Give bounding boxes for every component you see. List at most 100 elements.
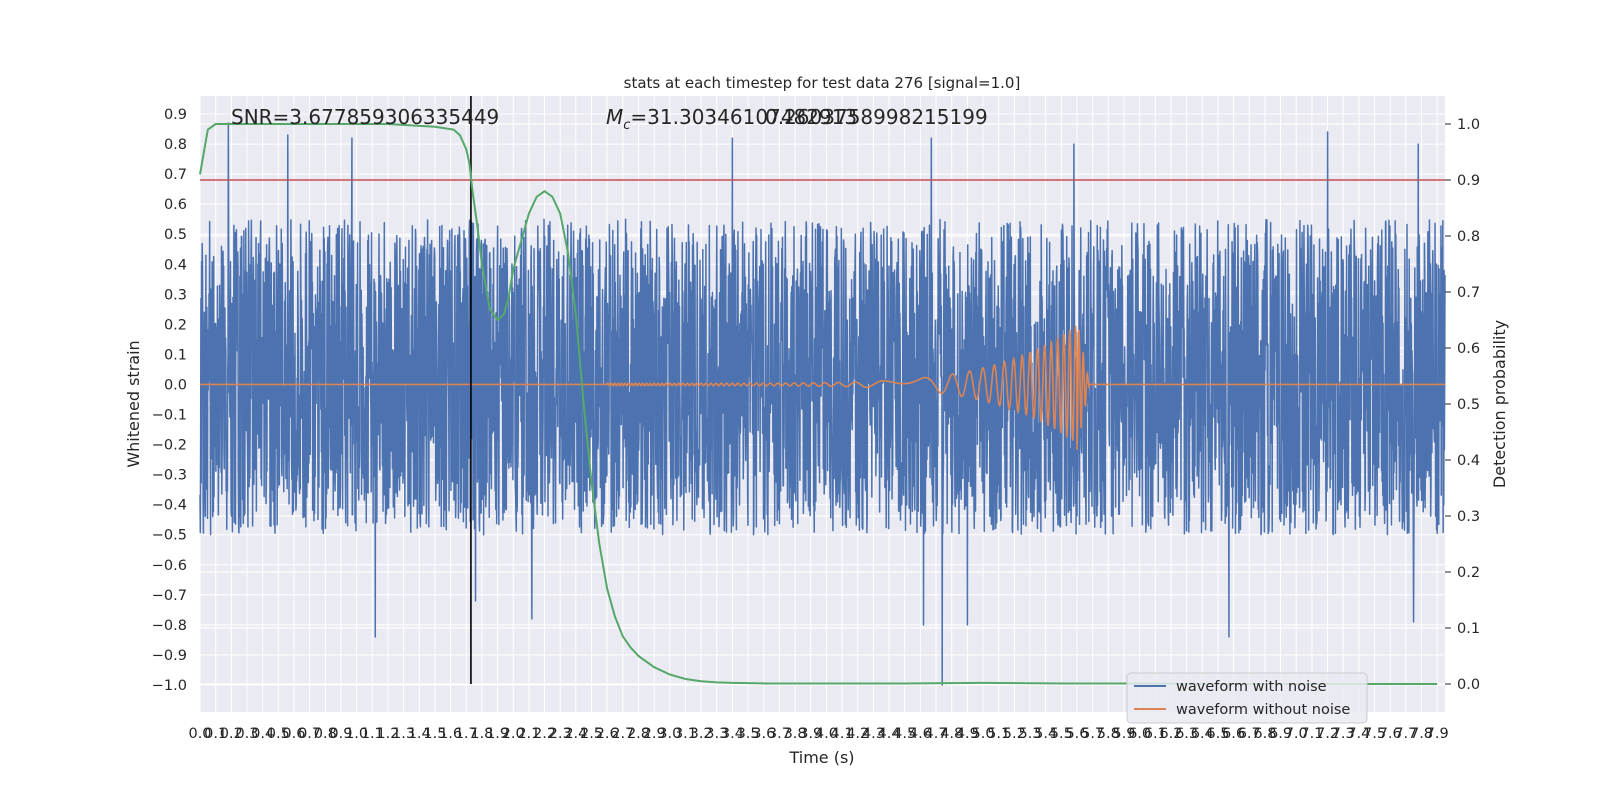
y-tick-label-left: 0.4 — [164, 257, 187, 273]
x-tick-label: 7.8 — [1410, 726, 1433, 742]
y-tick-label-right: 0.4 — [1457, 453, 1480, 469]
x-tick-label: 6.9 — [1269, 726, 1292, 742]
noise-waveform-line — [199, 122, 1446, 686]
x-tick-label: 0.6 — [282, 726, 305, 742]
x-tick-label: 4.6 — [909, 726, 932, 742]
x-tick-label: 5.8 — [1097, 726, 1120, 742]
x-tick-label: 7.5 — [1363, 726, 1386, 742]
y-tick-label-right: 0.2 — [1457, 565, 1480, 581]
y-tick-label-left: 0.1 — [164, 347, 187, 363]
y-tick-label-left: −0.6 — [152, 558, 187, 574]
x-axis-label: Time (s) — [788, 748, 854, 767]
clean-waveform-line — [200, 325, 1445, 450]
x-tick-label: 0.8 — [314, 726, 337, 742]
legend-label-clean: waveform without noise — [1176, 702, 1350, 718]
x-tick-label: 0.0 — [188, 726, 211, 742]
y-tick-label-left: −0.3 — [152, 468, 187, 484]
x-tick-label: 3.3 — [705, 726, 728, 742]
x-tick-label: 1.6 — [439, 726, 462, 742]
y-tick-label-left: −1.0 — [152, 678, 187, 694]
x-tick-label: 2.4 — [564, 726, 587, 742]
x-tick-label: 1.7 — [455, 726, 478, 742]
x-tick-label: 4.4 — [878, 726, 901, 742]
x-tick-label: 1.2 — [376, 726, 399, 742]
chirp-mass-annotation: Mc=31.30346107482913 — [606, 105, 857, 133]
y-tick-label-left: 0.0 — [164, 377, 187, 393]
x-tick-label: 7.2 — [1316, 726, 1339, 742]
x-tick-label: 0.2 — [220, 726, 243, 742]
x-tick-label: 6.8 — [1253, 726, 1276, 742]
x-tick-label: 5.3 — [1018, 726, 1041, 742]
chirp-mass-subscript: c — [623, 118, 630, 133]
x-tick-label: 1.3 — [392, 726, 415, 742]
x-tick-label: 6.7 — [1238, 726, 1261, 742]
x-tick-label: 7.0 — [1285, 726, 1308, 742]
legend: waveform with noise waveform without noi… — [1126, 672, 1368, 724]
legend-label-noise: waveform with noise — [1176, 679, 1327, 695]
x-tick-label: 1.9 — [486, 726, 509, 742]
x-tick-label: 4.7 — [925, 726, 948, 742]
x-tick-label: 6.3 — [1175, 726, 1198, 742]
x-tick-label: 3.9 — [799, 726, 822, 742]
x-tick-label: 3.5 — [737, 726, 760, 742]
x-tick-label: 2.9 — [643, 726, 666, 742]
x-tick-label: 1.4 — [408, 726, 431, 742]
x-tick-label: 1.8 — [470, 726, 493, 742]
x-tick-label: 4.0 — [815, 726, 838, 742]
y-axis-label-right: Detection probability — [1490, 320, 1509, 488]
x-tick-label: 3.8 — [784, 726, 807, 742]
x-tick-label: 5.2 — [1003, 726, 1026, 742]
y-tick-label-left: −0.4 — [152, 498, 187, 514]
x-tick-label: 2.1 — [517, 726, 540, 742]
chirp-mass-symbol: M — [606, 105, 623, 129]
x-tick-label: 4.3 — [862, 726, 885, 742]
x-tick-label: 1.0 — [345, 726, 368, 742]
x-tick-label: 7.1 — [1300, 726, 1323, 742]
overlay-lines — [200, 96, 1445, 684]
x-tick-label: 6.4 — [1191, 726, 1214, 742]
chart-title: stats at each timestep for test data 276… — [624, 74, 1021, 92]
clean-waveform — [200, 325, 1445, 450]
x-tick-label: 2.0 — [502, 726, 525, 742]
x-tick-label: 2.6 — [596, 726, 619, 742]
y-tick-label-right: 0.0 — [1457, 677, 1480, 693]
probability-curve — [199, 123, 1438, 685]
y-tick-label-right: 0.3 — [1457, 509, 1480, 525]
y-tick-label-left: −0.9 — [152, 648, 187, 664]
x-tick-label: 7.3 — [1332, 726, 1355, 742]
y-tick-label-left: −0.2 — [152, 438, 187, 454]
x-tick-label: 4.8 — [940, 726, 963, 742]
y-tick-labels-right: 0.0 0.1 0.2 0.3 0.4 0.5 0.6 0.7 0.8 0.9 1.0 — [1445, 117, 1480, 693]
y-tick-label-right: 0.8 — [1457, 229, 1480, 245]
x-tick-label: 3.4 — [721, 726, 744, 742]
x-tick-label: 3.2 — [690, 726, 713, 742]
x-tick-label: 5.5 — [1050, 726, 1073, 742]
y-tick-label-left: 0.7 — [164, 167, 187, 183]
x-tick-label: 6.0 — [1128, 726, 1151, 742]
x-tick-label: 0.3 — [235, 726, 258, 742]
x-tick-label: 3.6 — [752, 726, 775, 742]
x-tick-label: 7.6 — [1379, 726, 1402, 742]
overlap-annotation: 0.2603758998215199 — [765, 105, 988, 129]
x-tick-label: 7.7 — [1394, 726, 1417, 742]
x-tick-label: 5.9 — [1112, 726, 1135, 742]
legend-box — [1126, 672, 1368, 724]
x-tick-label: 5.4 — [1034, 726, 1057, 742]
y-tick-label-left: −0.1 — [152, 408, 187, 424]
x-tick-label: 4.1 — [831, 726, 854, 742]
y-tick-label-left: 0.3 — [164, 287, 187, 303]
x-tick-label: 6.5 — [1206, 726, 1229, 742]
y-tick-label-right: 0.1 — [1457, 621, 1480, 637]
chirp-mass-value: =31.30346107482913 — [630, 105, 857, 129]
x-tick-label: 5.0 — [971, 726, 994, 742]
y-tick-label-right: 0.5 — [1457, 397, 1480, 413]
y-tick-label-right: 0.6 — [1457, 341, 1480, 357]
y-axis-label-left: Whitened strain — [124, 340, 143, 467]
x-tick-label: 4.9 — [956, 726, 979, 742]
y-tick-label-left: 0.2 — [164, 317, 187, 333]
y-tick-label-left: −0.7 — [152, 588, 187, 604]
x-tick-label: 0.7 — [298, 726, 321, 742]
x-tick-label: 5.6 — [1065, 726, 1088, 742]
x-tick-label: 0.9 — [329, 726, 352, 742]
